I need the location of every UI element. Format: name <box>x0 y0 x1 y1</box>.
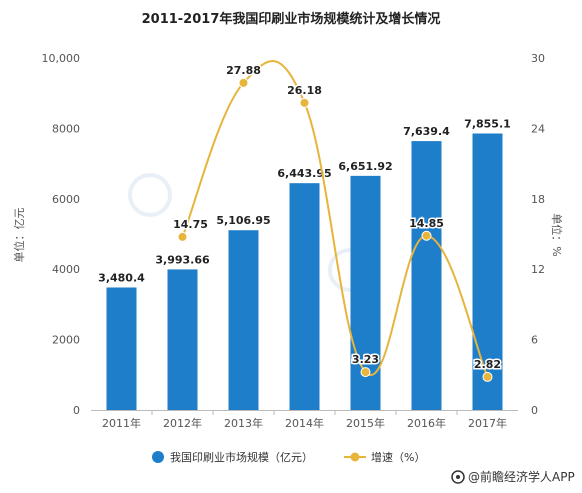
bar <box>228 230 259 410</box>
line-point <box>421 230 432 241</box>
y2-axis: 0 6 12 18 24 30 <box>531 52 545 417</box>
bar-value-label: 7,855.1 <box>464 118 511 131</box>
x-tick-label: 2014年 <box>285 416 324 430</box>
bar-value-label: 5,106.95 <box>216 214 270 227</box>
line-value-label: 2.82 <box>474 358 501 371</box>
bar-value-label: 6,443.95 <box>277 167 331 180</box>
line-point <box>482 371 493 382</box>
x-tick-label: 2016年 <box>407 416 446 430</box>
x-axis: 2011年 2012年 2013年 2014年 2015年 2016年 2017年 <box>102 410 507 430</box>
bar <box>411 141 442 410</box>
y2-tick-label: 0 <box>531 404 538 417</box>
source-text: @前瞻经济学人APP <box>468 469 575 484</box>
x-tick-label: 2012年 <box>163 416 202 430</box>
bar-series <box>106 133 503 410</box>
legend-bar-label: 我国印刷业市场规模（亿元） <box>170 450 313 464</box>
y2-tick-label: 6 <box>531 334 538 347</box>
legend-bar-swatch <box>152 451 164 463</box>
y-axis: 0 2000 4000 6000 8000 10,000 <box>42 52 81 417</box>
x-tick-label: 2011年 <box>102 416 141 430</box>
bar-value-label: 3,993.66 <box>155 253 210 266</box>
bar <box>289 183 320 410</box>
legend-line-label: 增速（%） <box>371 450 425 464</box>
y-tick-label: 0 <box>73 404 80 417</box>
y-tick-label: 4000 <box>52 263 80 276</box>
bar <box>472 133 503 410</box>
y-axis-title: 单位：亿元 <box>12 208 26 263</box>
y2-tick-label: 12 <box>531 263 545 276</box>
y-tick-label: 6000 <box>52 193 80 206</box>
line-point <box>360 367 371 378</box>
line-series: 14.75 27.88 26.18 3.23 14.85 2.82 <box>172 60 503 382</box>
line-value-label: 14.75 <box>173 218 208 231</box>
line-point <box>177 231 188 242</box>
line-value-label: 26.18 <box>287 84 322 97</box>
bar <box>106 287 137 410</box>
bar-value-label: 3,480.4 <box>98 271 145 284</box>
line-point <box>299 97 310 108</box>
source-logo-icon <box>451 470 465 484</box>
x-tick-label: 2015年 <box>346 416 385 430</box>
y2-tick-label: 24 <box>531 122 545 135</box>
x-tick-label: 2013年 <box>224 416 263 430</box>
y2-tick-label: 30 <box>531 52 545 65</box>
y2-tick-label: 18 <box>531 193 545 206</box>
line-value-label: 3.23 <box>352 353 379 366</box>
line-point <box>238 77 249 88</box>
legend: 我国印刷业市场规模（亿元） 增速（%） <box>152 450 425 464</box>
growth-line <box>181 60 489 378</box>
legend-line-marker <box>350 452 360 462</box>
y2-axis-title: 单位：% <box>550 213 564 256</box>
bar-value-label: 7,639.4 <box>403 125 450 138</box>
bar <box>167 269 198 410</box>
chart-title: 2011-2017年我国印刷业市场规模统计及增长情况 <box>142 11 441 27</box>
bar-labels: 3,480.4 3,993.66 5,106.95 6,443.95 6,651.92 7… <box>98 118 511 285</box>
line-value-label: 14.85 <box>409 217 444 230</box>
y-tick-label: 2000 <box>52 334 80 347</box>
y-tick-label: 10,000 <box>42 52 81 65</box>
bar-value-label: 6,651.92 <box>338 160 392 173</box>
line-value-label: 27.88 <box>226 64 261 77</box>
x-tick-label: 2017年 <box>468 416 507 430</box>
y-tick-label: 8000 <box>52 122 80 135</box>
